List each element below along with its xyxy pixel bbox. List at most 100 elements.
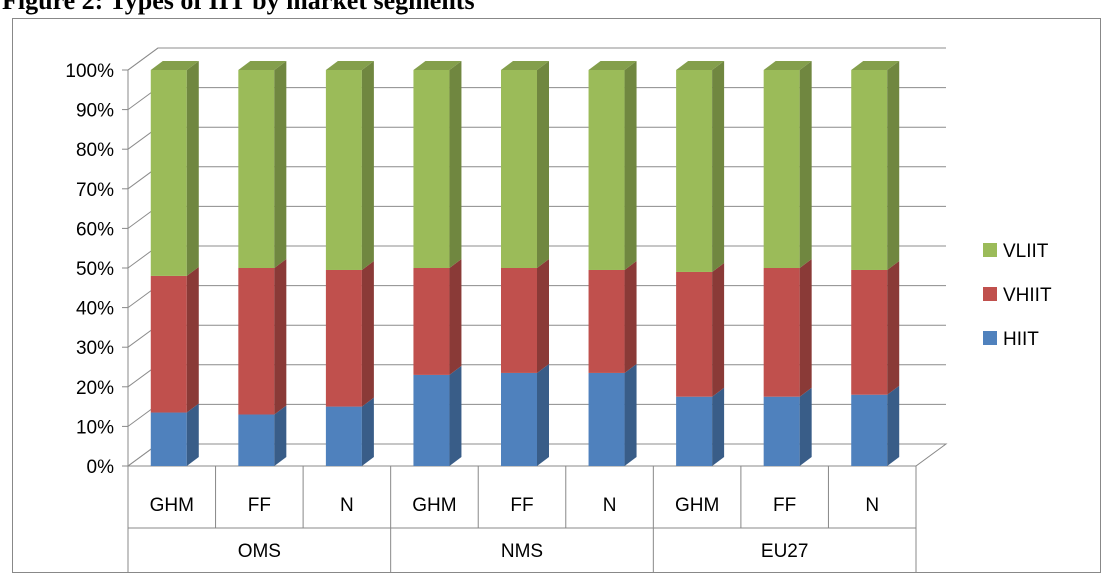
bar-front [588, 269, 625, 373]
bar-side [449, 259, 462, 375]
bar-side [186, 266, 199, 413]
x-tick-label: FF [248, 495, 271, 516]
bar-segment-hiit [238, 405, 287, 466]
bar-side [186, 61, 199, 276]
x-group-label: NMS [501, 541, 543, 562]
x-group-label: EU27 [761, 541, 809, 562]
bar-front [501, 70, 537, 268]
bar-side [799, 387, 812, 466]
legend-label: VHIIT [1003, 285, 1052, 306]
bar-segment-hiit [851, 385, 900, 466]
bar-segment-vhiit [851, 260, 900, 395]
x-tick-label: N [340, 495, 354, 516]
legend-swatch [983, 287, 997, 301]
bar-segment-hiit [325, 397, 374, 466]
bar-top [325, 61, 374, 70]
bar-front [501, 372, 537, 466]
y-tick-label: 0% [87, 457, 115, 478]
bar-front [150, 412, 187, 466]
bar-side [274, 259, 287, 415]
y-tick-label: 40% [76, 299, 114, 320]
y-tick-label: 50% [76, 259, 114, 280]
y-tick-label: 60% [76, 219, 114, 240]
bar-segment-hiit [501, 363, 549, 466]
figure-title: Figure 2: Types of IIT by market segment… [2, 0, 475, 15]
bar-segment-vhiit [501, 259, 549, 373]
bar-top [238, 61, 287, 70]
bar-front [501, 268, 537, 373]
bar-front [851, 394, 888, 466]
bar-top [150, 61, 199, 70]
bar-side [799, 259, 812, 397]
bar-segment-vliit [763, 61, 812, 268]
bar-front [763, 70, 800, 268]
bar-side [712, 387, 725, 466]
legend-swatch [983, 243, 997, 257]
bar-front [588, 372, 625, 466]
bar-front [325, 406, 362, 466]
bar-side [186, 403, 199, 466]
bar-side [887, 385, 900, 466]
legend: VLIIT VHIIT HIIT [983, 241, 1052, 350]
y-tick-label: 20% [76, 378, 114, 399]
bar-side [274, 61, 287, 268]
bar-side [624, 61, 637, 270]
legend-swatch [983, 331, 997, 345]
bar-front [150, 275, 187, 413]
x-tick-label: N [603, 495, 617, 516]
bar-top [413, 61, 462, 70]
bar-side [887, 61, 900, 270]
bar-segment-vhiit [150, 266, 199, 413]
x-tick-label: FF [773, 495, 796, 516]
bar-side [712, 262, 725, 397]
bar-side [361, 397, 374, 466]
bar-front [763, 396, 800, 466]
gridline [127, 47, 946, 71]
bar-segment-vhiit [588, 260, 637, 373]
bar-front [763, 268, 800, 397]
bar-front [413, 268, 450, 375]
bar-top [851, 61, 900, 70]
bar-segment-vliit [325, 61, 374, 270]
bar-side [887, 260, 900, 395]
bar-segment-hiit [413, 365, 462, 466]
bar-side [537, 363, 549, 466]
bar-front [238, 268, 275, 415]
y-tick-label: 70% [76, 180, 114, 201]
bar-front [325, 269, 362, 407]
legend-item-vhiit: VHIIT [983, 285, 1052, 306]
x-tick-label: GHM [150, 495, 194, 516]
y-tick-label: 90% [76, 101, 114, 122]
bar-segment-vhiit [676, 262, 725, 397]
x-tick-label: GHM [412, 495, 456, 516]
bar-side [361, 61, 374, 270]
bar-front [413, 374, 450, 466]
bar-segment-hiit [588, 363, 637, 466]
bar-front [676, 396, 713, 466]
bar-segment-vhiit [413, 259, 462, 375]
bar-segment-vliit [501, 61, 549, 268]
bar-side [537, 61, 549, 268]
chart-frame [12, 18, 1101, 573]
bar-segment-vliit [676, 61, 725, 272]
x-axis: GHM FF N GHM FF N GHM FF N OMS NMS EU27 [127, 466, 917, 573]
y-tick-label: 80% [76, 140, 114, 161]
legend-item-hiit: HIIT [983, 329, 1039, 350]
y-tick-label: 10% [76, 417, 114, 438]
bar-front [851, 70, 888, 270]
bar-top [501, 61, 549, 70]
bar-front [238, 414, 275, 466]
x-tick-label: FF [510, 495, 533, 516]
bar-top [588, 61, 637, 70]
legend-item-vliit: VLIIT [983, 241, 1049, 262]
y-tick-label: 100% [65, 61, 114, 82]
x-group-label: OMS [238, 541, 281, 562]
bar-side [799, 61, 812, 268]
bar-segment-hiit [763, 387, 812, 466]
y-tick-label: 30% [76, 338, 114, 359]
bar-side [449, 61, 462, 268]
legend-label: HIIT [1003, 329, 1039, 350]
bar-side [712, 61, 725, 272]
bar-top [676, 61, 725, 70]
